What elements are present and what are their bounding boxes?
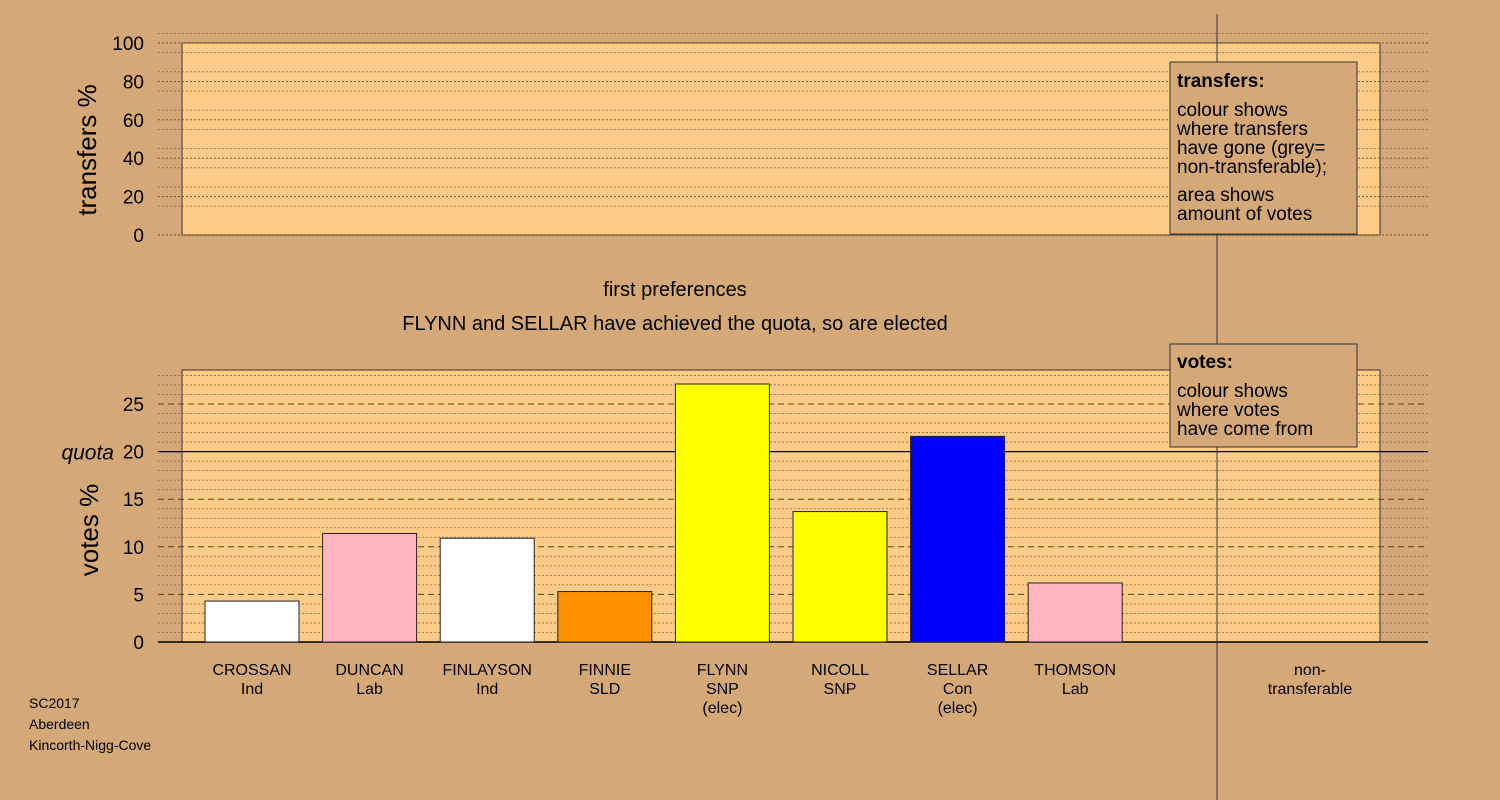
candidate-name: FINLAYSON <box>442 662 532 679</box>
votes-legend: votes: colour shows where votes have com… <box>1169 343 1358 448</box>
votes-bars <box>204 383 1123 643</box>
candidate-labels: CROSSAN Ind DUNCAN Lab FINLAYSON Ind FINNIE SLD… <box>212 662 1116 717</box>
vote-bar <box>674 383 770 643</box>
candidate-label: FINLAYSON Ind <box>442 662 532 698</box>
candidate-party: Ind <box>476 681 498 698</box>
votes-legend-box <box>1169 343 1358 448</box>
stage-label: first preferences <box>603 279 746 301</box>
candidate-label: FLYNN SNP (elec) <box>697 662 748 717</box>
candidate-label: FINNIE SLD <box>579 662 631 698</box>
vote-bar <box>557 591 653 643</box>
transfers-y-ticks: 0 20 40 60 80 100 <box>112 34 144 247</box>
candidate-label: NICOLL SNP <box>811 662 869 698</box>
transfers-y-tick-label: 0 <box>133 226 144 247</box>
transfers-legend-line: non-transferable); <box>1177 157 1327 178</box>
candidate-party: Ind <box>241 681 263 698</box>
votes-legend-line: where votes <box>1176 400 1279 421</box>
votes-y-tick-label: 5 <box>133 585 144 606</box>
transfers-legend-line: where transfers <box>1176 119 1308 140</box>
footer-ward: Kincorth-Nigg-Cove <box>29 737 151 753</box>
votes-y-tick-label: 10 <box>123 538 144 559</box>
vote-bar <box>204 600 300 643</box>
votes-y-tick-label: 25 <box>123 395 144 416</box>
candidate-name: FINNIE <box>579 662 631 679</box>
candidate-name: CROSSAN <box>212 662 291 679</box>
transfers-y-tick-label: 80 <box>123 72 144 93</box>
candidate-name: FLYNN <box>697 662 748 679</box>
candidate-label: THOMSON Lab <box>1034 662 1116 698</box>
vote-bar <box>322 532 418 643</box>
transfers-legend: transfers: colour shows where transfers … <box>1169 61 1358 235</box>
candidate-elected-note: (elec) <box>938 700 978 717</box>
candidate-name: THOMSON <box>1034 662 1116 679</box>
transfers-legend-box <box>1169 61 1358 235</box>
footer-council: Aberdeen <box>29 716 90 732</box>
transfers-legend-line: have gone (grey= <box>1177 138 1325 159</box>
transfers-legend-line: colour shows <box>1177 100 1288 121</box>
votes-y-tick-label: 15 <box>123 490 144 511</box>
transfers-axis-title: transfers % <box>72 84 102 216</box>
vote-bar <box>792 511 888 643</box>
status-message: FLYNN and SELLAR have achieved the quota… <box>402 313 948 335</box>
non-transferable-label-line1: non- <box>1294 662 1326 679</box>
candidate-name: DUNCAN <box>335 662 403 679</box>
votes-y-tick-label: 20 <box>123 443 144 464</box>
transfers-y-tick-label: 60 <box>123 111 144 132</box>
votes-legend-line: have come from <box>1177 419 1313 440</box>
footer-election: SC2017 <box>29 695 80 711</box>
votes-axis-title: votes % <box>74 484 104 577</box>
vote-bar <box>439 537 535 643</box>
candidate-elected-note: (elec) <box>702 700 742 717</box>
transfers-legend-line: area shows <box>1177 185 1274 206</box>
candidate-party: Lab <box>1062 681 1089 698</box>
candidate-label: CROSSAN Ind <box>212 662 291 698</box>
candidate-label: DUNCAN Lab <box>335 662 403 698</box>
vote-bar <box>910 435 1006 643</box>
candidate-name: NICOLL <box>811 662 869 679</box>
votes-y-tick-label: 0 <box>133 633 144 654</box>
candidate-party: Lab <box>356 681 383 698</box>
candidate-label: SELLAR Con (elec) <box>927 662 988 717</box>
transfers-y-tick-label: 40 <box>123 149 144 170</box>
transfers-y-tick-label: 20 <box>123 188 144 209</box>
candidate-party: SNP <box>706 681 739 698</box>
candidate-party: SLD <box>589 681 620 698</box>
candidate-party: Con <box>943 681 972 698</box>
candidate-party: SNP <box>824 681 857 698</box>
quota-label: quota <box>61 442 114 465</box>
votes-legend-title: votes: <box>1177 352 1233 373</box>
non-transferable-label-line2: transferable <box>1268 681 1353 698</box>
vote-bar <box>1027 582 1123 643</box>
transfers-legend-line: amount of votes <box>1177 204 1312 225</box>
votes-y-ticks: 0 5 10 15 20 25 quota <box>61 395 144 654</box>
votes-legend-line: colour shows <box>1177 381 1288 402</box>
transfers-y-tick-label: 100 <box>112 34 144 55</box>
candidate-name: SELLAR <box>927 662 988 679</box>
transfers-legend-title: transfers: <box>1177 71 1265 92</box>
